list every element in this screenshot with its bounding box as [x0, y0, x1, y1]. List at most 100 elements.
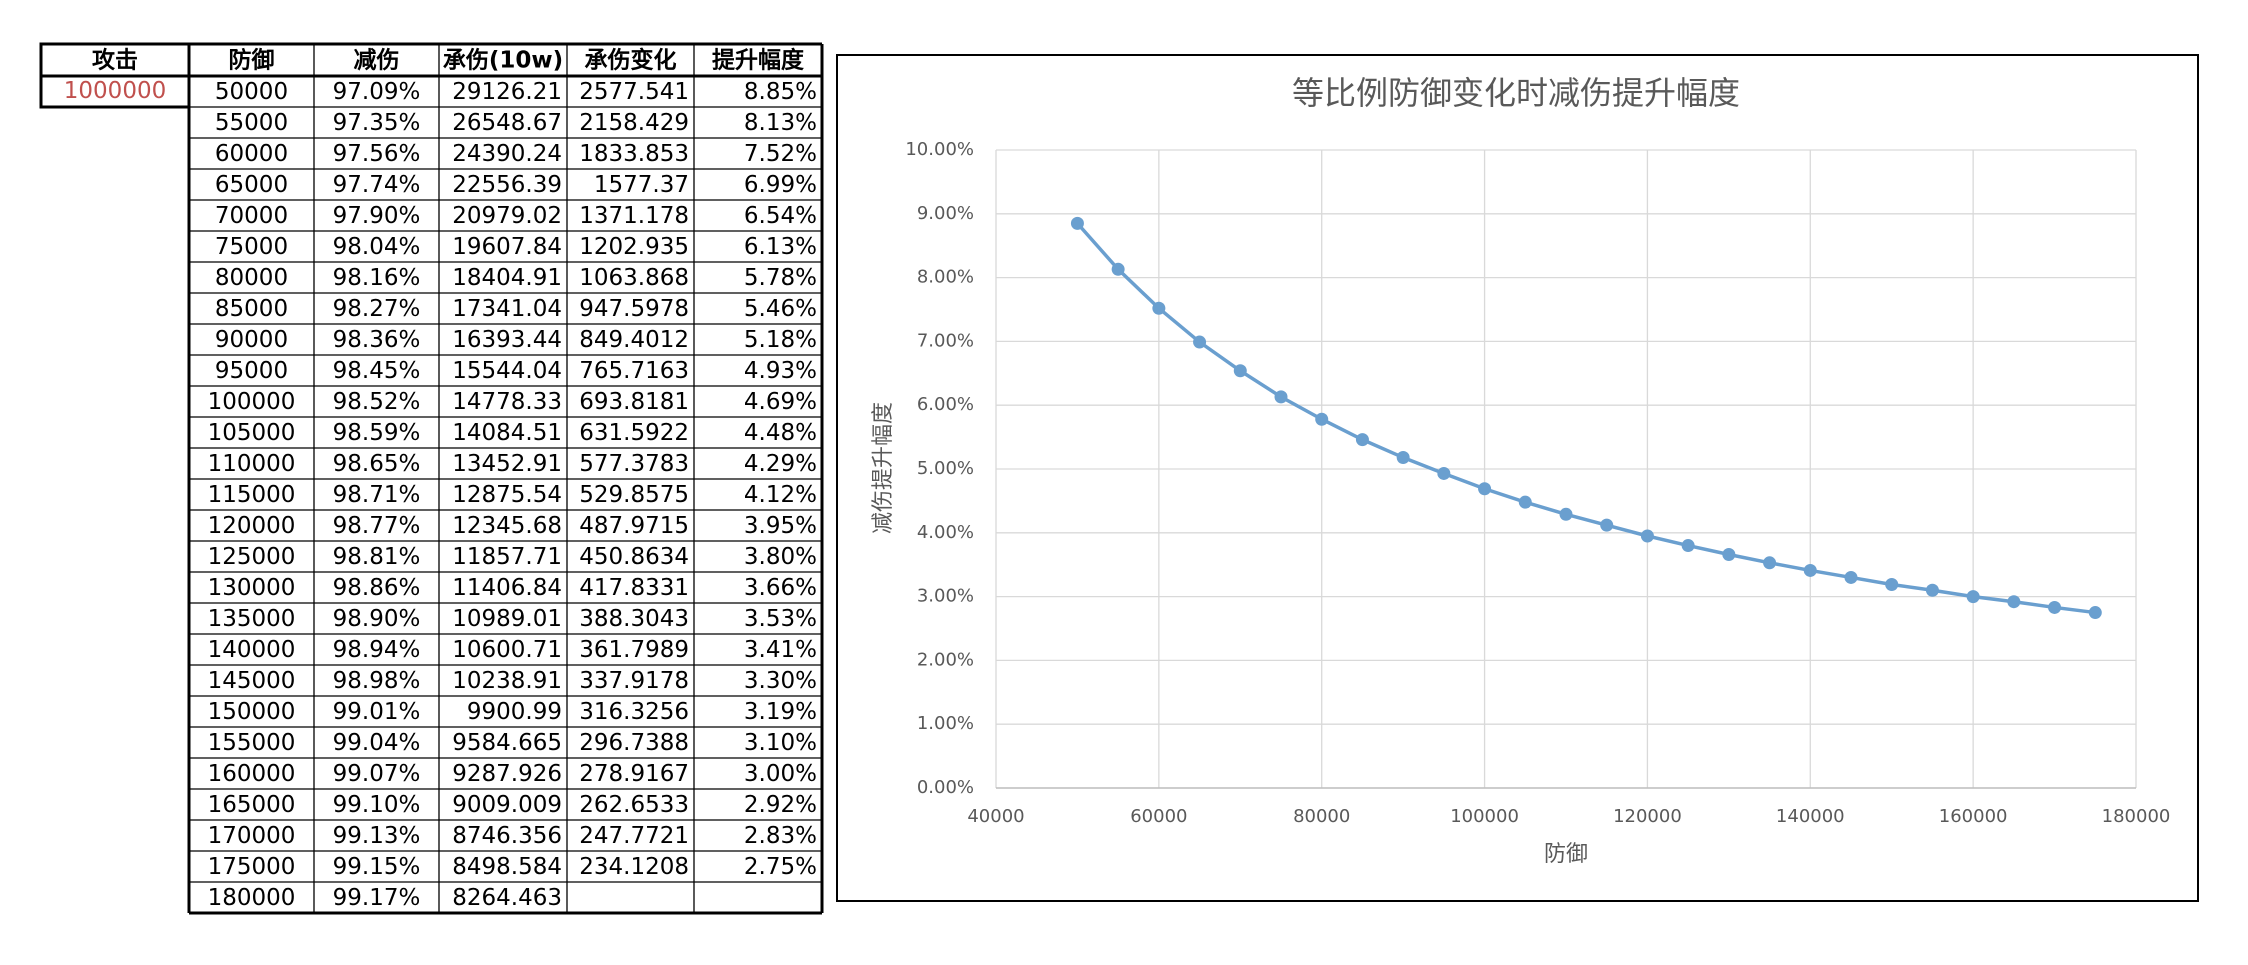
- y-tick-label: 10.00%: [905, 139, 974, 160]
- table-cell: 125000: [208, 544, 296, 570]
- table-cell: 9900.99: [467, 699, 562, 725]
- data-point: [1885, 577, 1899, 591]
- y-tick-label: 9.00%: [917, 203, 974, 224]
- y-axis-label: 减伤提升幅度: [871, 402, 896, 534]
- table-cell: 170000: [208, 823, 296, 849]
- table-cell: 388.3043: [579, 606, 689, 632]
- table-cell: 50000: [215, 79, 288, 105]
- table-cell: 4.93%: [744, 358, 817, 384]
- table-cell: 26548.67: [452, 110, 562, 136]
- data-point: [1070, 216, 1084, 230]
- header-cell: 承伤(10w): [443, 48, 563, 74]
- table-cell: 10989.01: [452, 606, 562, 632]
- table-cell: 3.00%: [744, 761, 817, 787]
- table-cell: 98.94%: [333, 637, 421, 663]
- table-cell: 529.8575: [579, 482, 689, 508]
- table-cell: 99.15%: [333, 854, 421, 880]
- table-cell: 234.1208: [579, 854, 689, 880]
- table-cell: 11857.71: [452, 544, 562, 570]
- table-cell: 13452.91: [452, 451, 562, 477]
- table-cell: 17341.04: [452, 296, 562, 322]
- table-cell: 1577.37: [594, 172, 689, 198]
- x-axis-label: 防御: [1544, 842, 1588, 867]
- table-cell: 14778.33: [452, 389, 562, 415]
- chart-title: 等比例防御变化时减伤提升幅度: [1292, 74, 1740, 112]
- table-cell: 98.86%: [333, 575, 421, 601]
- table-cell: 99.13%: [333, 823, 421, 849]
- table-cell: 24390.24: [452, 141, 562, 167]
- table-cell: 98.52%: [333, 389, 421, 415]
- table-cell: 278.9167: [579, 761, 689, 787]
- table-cell: 262.6533: [579, 792, 689, 818]
- table-cell: 97.09%: [333, 79, 421, 105]
- x-tick-label: 100000: [1450, 806, 1519, 827]
- table-cell: 2.75%: [744, 854, 817, 880]
- table-cell: 100000: [208, 389, 296, 415]
- table-cell: 97.90%: [333, 203, 421, 229]
- data-point: [1152, 301, 1166, 315]
- table-cell: 8746.356: [452, 823, 562, 849]
- chart-frame: [836, 54, 2199, 902]
- attack-cell: 1000000: [64, 78, 166, 104]
- table-cell: 1063.868: [579, 265, 689, 291]
- data-point: [1355, 433, 1369, 447]
- table-cell: 98.59%: [333, 420, 421, 446]
- table-cell: 8.13%: [744, 110, 817, 136]
- data-point: [1640, 529, 1654, 543]
- table-cell: 85000: [215, 296, 288, 322]
- table-cell: 22556.39: [452, 172, 562, 198]
- table-cell: 3.53%: [744, 606, 817, 632]
- table-cell: 145000: [208, 668, 296, 694]
- table-cell: 487.9715: [579, 513, 689, 539]
- table-cell: 175000: [208, 854, 296, 880]
- table-cell: 98.45%: [333, 358, 421, 384]
- table-cell: 3.30%: [744, 668, 817, 694]
- data-point: [1722, 547, 1736, 561]
- table-cell: 450.8634: [579, 544, 689, 570]
- table-cell: 98.90%: [333, 606, 421, 632]
- table-cell: 98.04%: [333, 234, 421, 260]
- table-cell: 6.54%: [744, 203, 817, 229]
- data-point: [1925, 583, 1939, 597]
- x-tick-label: 180000: [2102, 806, 2171, 827]
- table-cell: 65000: [215, 172, 288, 198]
- table-cell: 3.41%: [744, 637, 817, 663]
- table-cell: 1202.935: [579, 234, 689, 260]
- table-cell: 9009.009: [452, 792, 562, 818]
- table-cell: 97.74%: [333, 172, 421, 198]
- table-cell: 99.10%: [333, 792, 421, 818]
- table-cell: 10600.71: [452, 637, 562, 663]
- table-cell: 849.4012: [579, 327, 689, 353]
- data-point: [1315, 412, 1329, 426]
- table-cell: 2.92%: [744, 792, 817, 818]
- table-cell: 165000: [208, 792, 296, 818]
- table-cell: 14084.51: [452, 420, 562, 446]
- data-point: [2088, 606, 2102, 620]
- table-cell: 4.12%: [744, 482, 817, 508]
- table-cell: 98.36%: [333, 327, 421, 353]
- table-cell: 80000: [215, 265, 288, 291]
- table-cell: 10238.91: [452, 668, 562, 694]
- x-tick-label: 140000: [1776, 806, 1845, 827]
- y-tick-label: 4.00%: [917, 522, 974, 543]
- table-cell: 20979.02: [452, 203, 562, 229]
- table-cell: 8498.584: [452, 854, 562, 880]
- table-cell: 99.01%: [333, 699, 421, 725]
- table-cell: 1371.178: [579, 203, 689, 229]
- table-cell: 98.81%: [333, 544, 421, 570]
- table-cell: 16393.44: [452, 327, 562, 353]
- table-cell: 3.80%: [744, 544, 817, 570]
- table-cell: 135000: [208, 606, 296, 632]
- table-cell: 247.7721: [579, 823, 689, 849]
- table-cell: 5.46%: [744, 296, 817, 322]
- y-tick-label: 7.00%: [917, 330, 974, 351]
- table-cell: 98.16%: [333, 265, 421, 291]
- data-point: [1600, 518, 1614, 532]
- table-cell: 98.71%: [333, 482, 421, 508]
- data-point: [1478, 482, 1492, 496]
- table-cell: 3.66%: [744, 575, 817, 601]
- data-point: [1193, 335, 1207, 349]
- table-cell: 99.04%: [333, 730, 421, 756]
- header-cell: 承伤变化: [585, 47, 677, 74]
